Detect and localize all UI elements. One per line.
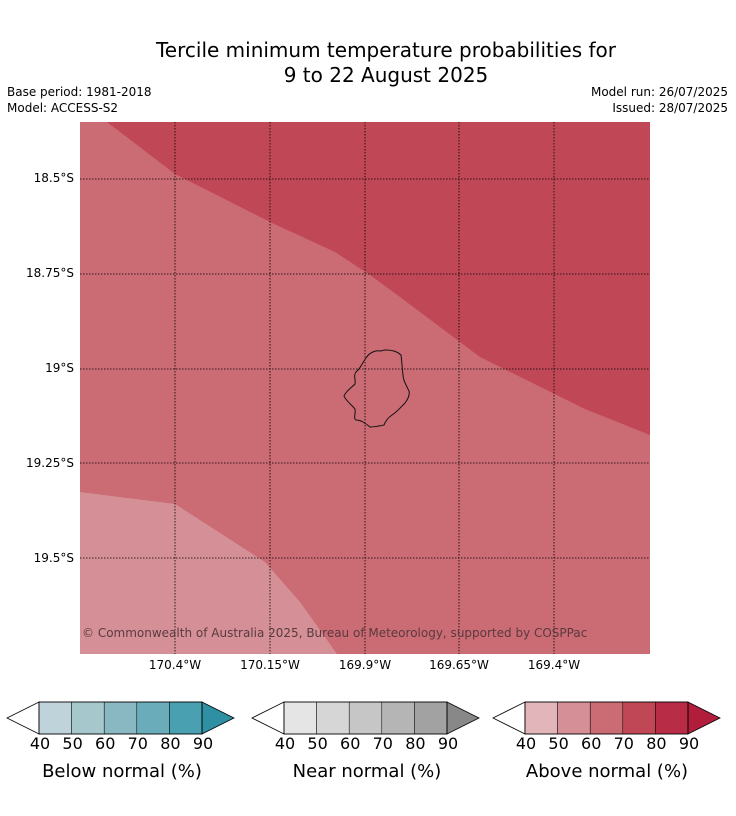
colorbar-below-normal <box>6 701 235 735</box>
colorbar-segment <box>622 701 656 735</box>
lat-label-18-75: 18.75°S <box>26 266 74 280</box>
model-text: Model: ACCESS-S2 <box>7 101 119 115</box>
lon-label-170-4: 170.4°W <box>148 658 202 672</box>
lon-label-169-4: 169.4°W <box>527 658 581 672</box>
colorbar-extend-low <box>492 701 526 735</box>
colorbar-tick-label: 90 <box>678 734 700 753</box>
region-above-70-80 <box>107 122 650 435</box>
colorbar-tick-label: 90 <box>437 734 459 753</box>
issued-text: Issued: 28/07/2025 <box>612 101 728 115</box>
colorbar-extend-high <box>201 701 235 735</box>
colorbar-segment <box>103 701 138 735</box>
base-period-text: Base period: 1981-2018 <box>7 85 152 99</box>
colorbar-tick-label: 40 <box>29 734 51 753</box>
colorbar-frame <box>524 701 689 735</box>
lon-label-170-15: 170.15°W <box>240 658 300 672</box>
colorbar-tick-label: 50 <box>307 734 328 753</box>
colorbar-segment <box>381 701 415 735</box>
lon-label-169-65: 169.65°W <box>429 658 489 672</box>
lat-label-19-25: 19.25°S <box>26 456 74 470</box>
title-line-2: 9 to 22 August 2025 <box>283 63 489 87</box>
graticule <box>80 122 650 654</box>
colorbar-tick-label: 70 <box>613 734 634 753</box>
colorbar-segment <box>589 701 624 735</box>
lat-label-18-5: 18.5°S <box>33 171 74 185</box>
copyright-text: © Commonwealth of Australia 2025, Bureau… <box>82 626 587 640</box>
colorbar-tick-label: 60 <box>581 734 602 753</box>
colorbar-tick-label: 60 <box>340 734 361 753</box>
lat-label-19: 19°S <box>45 361 74 375</box>
colorbar-segment <box>348 701 383 735</box>
colorbar-frame <box>38 701 203 735</box>
colorbar-segment <box>283 701 317 735</box>
colorbar-below-normal-label: Below normal (%) <box>42 761 202 782</box>
colorbar-extend-high <box>687 701 721 735</box>
colorbar-near-normal-label: Near normal (%) <box>292 761 442 782</box>
colorbar-segment <box>38 701 72 735</box>
lat-label-19-5: 19.5°S <box>33 551 74 565</box>
colorbar-tick-label: 50 <box>62 734 83 753</box>
colorbar-above-normal <box>492 701 721 735</box>
title-line-1: Tercile minimum temperature probabilitie… <box>155 38 617 62</box>
chart-title: Tercile minimum temperature probabilitie… <box>0 38 736 88</box>
colorbar-segment <box>169 701 203 735</box>
colorbar-frame <box>283 701 448 735</box>
meta-right: Model run: 26/07/2025 Issued: 28/07/2025 <box>591 84 728 116</box>
colorbar-near-normal <box>251 701 480 735</box>
colorbar-above-normal-label: Above normal (%) <box>525 761 689 782</box>
colorbar-extend-high <box>446 701 480 735</box>
colorbar-segment <box>557 701 591 735</box>
model-run-text: Model run: 26/07/2025 <box>590 85 728 99</box>
colorbar-extend-low <box>6 701 40 735</box>
colorbar-segment <box>655 701 689 735</box>
colorbar-tick-label: 90 <box>192 734 214 753</box>
colorbar-tick-label: 80 <box>646 734 667 753</box>
colorbar-tick-label: 80 <box>160 734 181 753</box>
lon-label-169-9: 169.9°W <box>338 658 392 672</box>
colorbar-segment <box>136 701 170 735</box>
colorbar-tick-label: 70 <box>127 734 148 753</box>
colorbar-tick-label: 40 <box>274 734 296 753</box>
meta-left: Base period: 1981-2018 Model: ACCESS-S2 <box>7 84 152 116</box>
colorbar-tick-label: 70 <box>372 734 393 753</box>
colorbar-tick-label: 50 <box>548 734 569 753</box>
colorbar-tick-label: 60 <box>95 734 116 753</box>
colorbar-segment <box>316 701 350 735</box>
colorbar-tick-label: 40 <box>515 734 537 753</box>
colorbar-extend-low <box>251 701 285 735</box>
colorbar-segment <box>524 701 558 735</box>
region-above-50-60 <box>80 492 337 654</box>
island-outline <box>343 349 410 428</box>
colorbar-segment <box>414 701 448 735</box>
colorbar-segment <box>71 701 105 735</box>
map-panel: © Commonwealth of Australia 2025, Bureau… <box>80 122 650 654</box>
colorbar-tick-label: 80 <box>405 734 426 753</box>
